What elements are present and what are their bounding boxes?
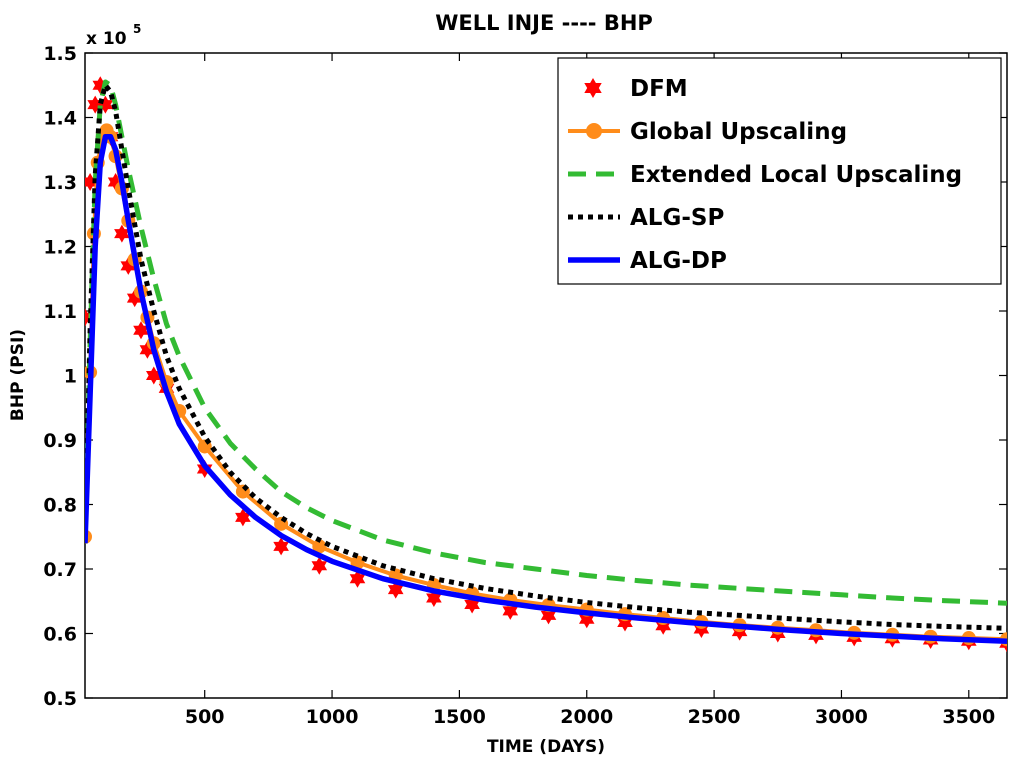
dfm-marker <box>311 556 328 575</box>
legend-item-alg-sp: ALG-SP <box>568 205 724 231</box>
dfm-marker <box>387 580 404 599</box>
y-tick-label: 1.3 <box>43 172 77 194</box>
series-line <box>85 79 1007 606</box>
y-tick-label: 1.4 <box>43 108 77 130</box>
legend-item-alg-dp: ALG-DP <box>568 248 727 274</box>
x-tick-label: 500 <box>185 706 225 728</box>
series-layer <box>85 76 1007 653</box>
dfm-marker <box>349 569 366 588</box>
y-tick-label: 0.5 <box>43 688 77 710</box>
legend-label: Global Upscaling <box>630 119 847 145</box>
x-tick-label: 2000 <box>560 706 613 728</box>
x-axis-label: TIME (DAYS) <box>487 737 605 757</box>
series-alg-dp <box>85 134 1007 644</box>
legend-item-dfm: DFM <box>584 76 688 102</box>
dfm-marker <box>502 601 519 620</box>
x-tick-label: 3000 <box>815 706 868 728</box>
series-line <box>85 134 1007 644</box>
dfm-marker <box>114 224 130 243</box>
legend-item-global-upscaling: Global Upscaling <box>568 119 847 145</box>
y-tick-label: 1.1 <box>43 301 77 323</box>
dfm-marker <box>464 595 480 614</box>
legend-label: DFM <box>630 76 688 102</box>
chart-title: WELL INJE ---- BHP <box>435 11 653 35</box>
legend: DFM Global Upscaling Extended Local Upscal… <box>557 57 1002 285</box>
dfm-marker <box>133 321 149 340</box>
legend-label: Extended Local Upscaling <box>630 162 962 188</box>
series-line <box>85 82 1007 631</box>
y-tick-label: 0.8 <box>43 495 77 517</box>
y-tick-label: 0.9 <box>43 430 77 452</box>
axis-ticks: 500 1000 1500 2000 2500 3000 3500 0.5 0.6 0.7 0.8 0… <box>43 43 1007 728</box>
dfm-marker <box>235 508 251 527</box>
series-extended-local-upscaling <box>85 79 1007 606</box>
legend-box <box>557 57 1002 285</box>
dfm-marker <box>273 537 289 556</box>
x-tick-label: 2500 <box>688 706 741 728</box>
dfm-marker <box>579 610 595 629</box>
y-tick-label: 1 <box>64 366 77 388</box>
x-tick-label: 1500 <box>433 706 486 728</box>
y-axis-exponent-power: 5 <box>133 22 141 36</box>
series-alg-sp <box>85 82 1007 631</box>
legend-item-extended-local-upscaling: Extended Local Upscaling <box>568 162 962 188</box>
x-tick-label: 1000 <box>306 706 359 728</box>
y-tick-label: 0.7 <box>43 559 77 581</box>
x-tick-label: 3500 <box>942 706 995 728</box>
global-upscaling-marker <box>312 539 327 554</box>
dfm-marker <box>146 366 162 385</box>
y-tick-label: 1.2 <box>43 237 77 259</box>
legend-label: ALG-DP <box>630 248 727 274</box>
dfm-marker <box>426 589 442 607</box>
dfm-marker <box>540 606 557 625</box>
y-axis-label: BHP (PSI) <box>8 329 28 421</box>
y-axis-exponent-label: x 10 <box>86 29 127 49</box>
y-tick-label: 1.5 <box>43 43 77 65</box>
y-tick-label: 0.6 <box>43 624 77 646</box>
legend-label: ALG-SP <box>630 205 724 231</box>
